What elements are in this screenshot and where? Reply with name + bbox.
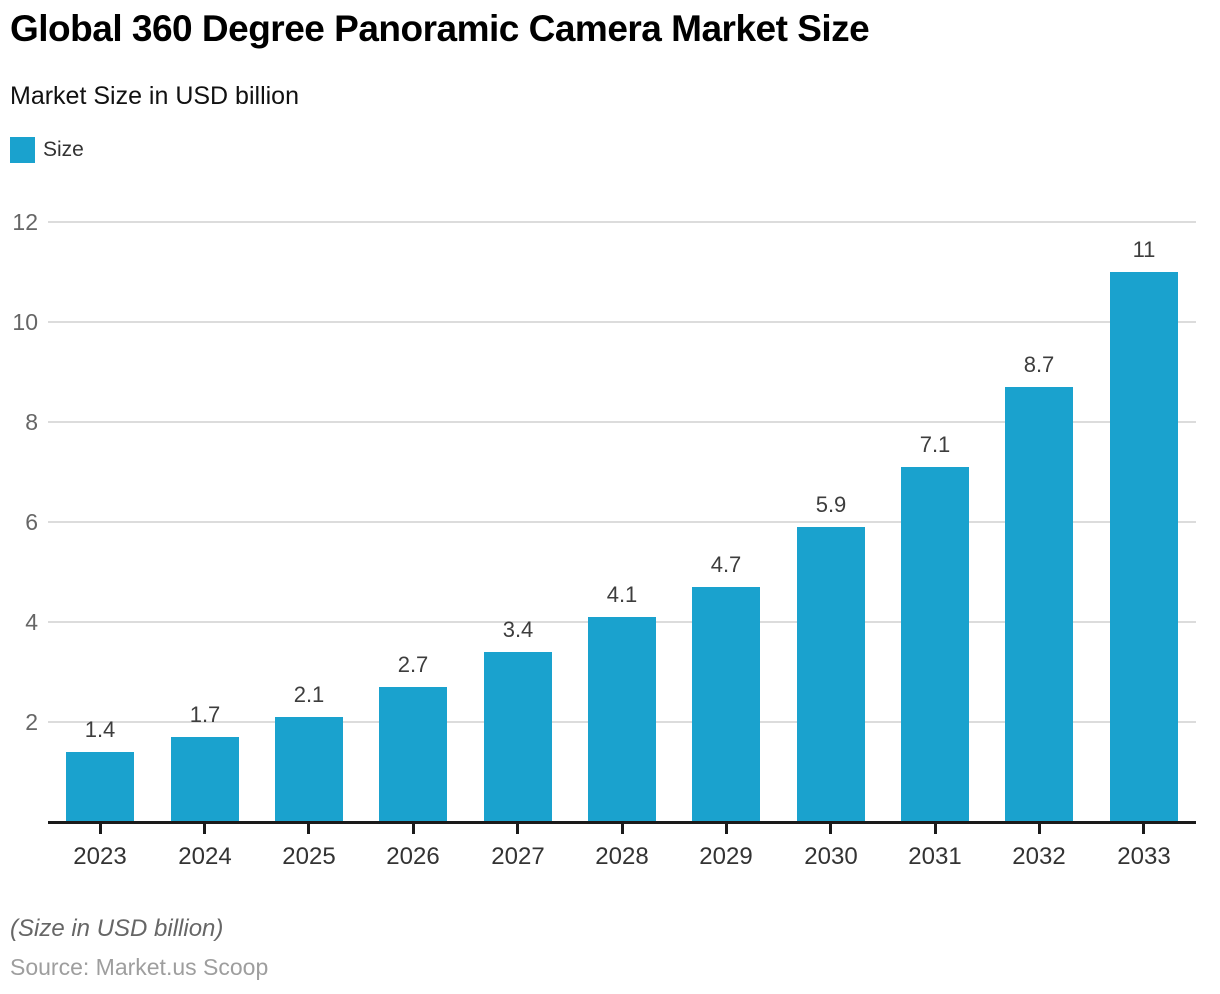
bar-value-label: 3.4 xyxy=(502,617,534,642)
x-axis-label-2032: 2032 xyxy=(1012,843,1066,870)
x-axis-tick xyxy=(621,824,624,834)
x-axis-label-2027: 2027 xyxy=(491,843,545,870)
bar-2031[interactable] xyxy=(901,467,969,822)
x-axis-tick xyxy=(829,824,832,834)
y-axis-tick-label: 8 xyxy=(25,409,38,435)
x-axis-label-2031: 2031 xyxy=(908,843,962,870)
x-axis-tick xyxy=(516,824,519,834)
x-axis-tick xyxy=(1142,824,1145,834)
legend-item-size[interactable]: Size xyxy=(10,137,84,163)
bar-value-label: 4.7 xyxy=(710,552,742,577)
bar-2026[interactable] xyxy=(379,687,447,822)
x-axis-tick xyxy=(307,824,310,834)
x-axis-tick xyxy=(934,824,937,834)
bar-2033[interactable] xyxy=(1110,272,1178,822)
bar-2023[interactable] xyxy=(66,752,134,822)
x-axis-label-2024: 2024 xyxy=(178,843,232,870)
x-axis-tick xyxy=(99,824,102,834)
x-axis-tick xyxy=(1038,824,1041,834)
y-axis-tick-label: 10 xyxy=(12,309,38,335)
x-axis-tick xyxy=(725,824,728,834)
legend-label: Size xyxy=(43,138,84,161)
x-axis-label-2028: 2028 xyxy=(595,843,649,870)
chart-subtitle: Market Size in USD billion xyxy=(10,82,299,110)
bar-value-label: 4.1 xyxy=(606,582,638,607)
bar-2024[interactable] xyxy=(171,737,239,822)
y-axis-tick-label: 2 xyxy=(25,709,38,735)
bar-value-label: 5.9 xyxy=(815,492,847,517)
bar-2028[interactable] xyxy=(588,617,656,822)
bar-2030[interactable] xyxy=(797,527,865,822)
x-axis-label-2026: 2026 xyxy=(386,843,440,870)
legend-swatch-icon xyxy=(10,137,35,163)
bar-value-label: 8.7 xyxy=(1023,352,1055,377)
y-axis-tick-label: 12 xyxy=(12,209,38,235)
x-axis-tick xyxy=(412,824,415,834)
bar-value-label: 2.7 xyxy=(397,652,429,677)
bar-2029[interactable] xyxy=(692,587,760,822)
bar-2032[interactable] xyxy=(1005,387,1073,822)
bar-value-label: 1.4 xyxy=(84,717,116,742)
y-axis-tick-label: 6 xyxy=(25,509,38,535)
x-axis-label-2033: 2033 xyxy=(1117,843,1171,870)
x-axis-tick xyxy=(203,824,206,834)
gridline xyxy=(48,221,1196,223)
source-note: Source: Market.us Scoop xyxy=(10,954,269,980)
bar-value-label: 11 xyxy=(1132,237,1156,262)
bar-value-label: 7.1 xyxy=(919,432,951,457)
unit-note: (Size in USD billion) xyxy=(10,915,224,942)
chart-title: Global 360 Degree Panoramic Camera Marke… xyxy=(10,8,870,49)
x-axis-label-2025: 2025 xyxy=(282,843,336,870)
bar-value-label: 1.7 xyxy=(189,702,221,727)
bar-2025[interactable] xyxy=(275,717,343,822)
gridline xyxy=(48,321,1196,323)
x-axis-label-2023: 2023 xyxy=(73,843,127,870)
bar-value-label: 2.1 xyxy=(293,682,325,707)
x-axis-label-2029: 2029 xyxy=(699,843,753,870)
bar-2027[interactable] xyxy=(484,652,552,822)
y-axis-tick-label: 4 xyxy=(25,609,38,635)
x-axis-label-2030: 2030 xyxy=(804,843,858,870)
